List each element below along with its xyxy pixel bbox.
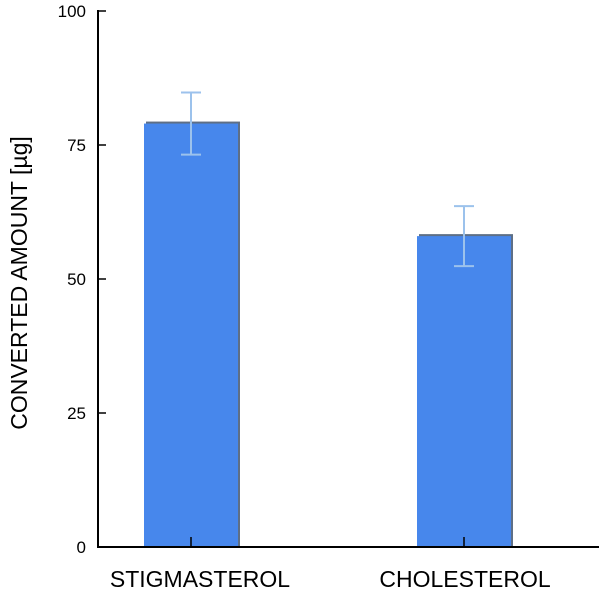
y-axis-title: CONVERTED AMOUNT [µg] [6,136,32,430]
y-tick-label-50: 50 [67,270,86,289]
x-category-label-stigmasterol: STIGMASTEROL [110,566,290,592]
error-bars-layer [181,91,474,268]
bar-cholesterol [417,236,511,547]
error-bar-cholesterol [454,205,474,268]
x-category-label-cholesterol: CHOLESTEROL [379,566,550,592]
y-tick-label-0: 0 [77,538,86,557]
bars-layer [144,121,513,547]
y-ticks-layer: 0 25 50 75 100 [58,2,106,557]
y-tick-label-75: 75 [67,136,86,155]
bar-stigmasterol [144,123,238,547]
y-tick-label-100: 100 [58,2,86,21]
x-ticks-layer [190,537,465,547]
y-tick-label-25: 25 [67,404,86,423]
error-bar-stigmasterol [181,91,201,156]
